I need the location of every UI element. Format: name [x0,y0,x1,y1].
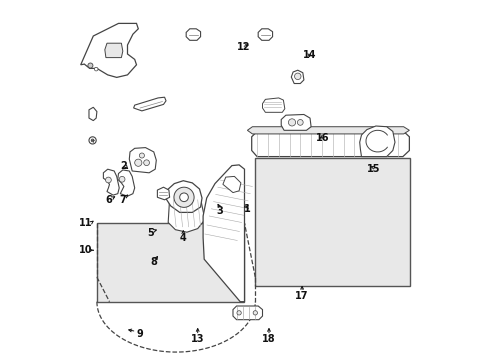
Text: 16: 16 [316,132,329,143]
Circle shape [134,159,142,166]
Circle shape [143,160,149,166]
Polygon shape [129,148,156,173]
Text: 15: 15 [366,164,379,174]
Circle shape [174,187,194,207]
Polygon shape [258,29,272,40]
Circle shape [94,67,98,71]
Polygon shape [133,97,166,111]
Polygon shape [247,127,408,134]
Text: 7: 7 [119,195,126,205]
Circle shape [88,63,93,68]
Text: 2: 2 [120,161,126,171]
Polygon shape [81,23,138,77]
Polygon shape [255,158,409,286]
Circle shape [139,153,144,158]
Text: 11: 11 [79,218,92,228]
Polygon shape [97,223,244,302]
Text: 10: 10 [79,245,92,255]
Text: 13: 13 [190,334,204,344]
Text: 5: 5 [146,228,153,238]
Text: 6: 6 [105,195,112,205]
Circle shape [91,139,94,142]
Polygon shape [118,170,134,196]
Polygon shape [168,199,204,232]
Polygon shape [262,98,284,112]
Text: 1: 1 [244,204,250,214]
Polygon shape [281,114,310,130]
Text: 9: 9 [136,329,142,339]
Polygon shape [104,43,122,58]
Polygon shape [203,165,244,302]
Circle shape [179,193,188,202]
Circle shape [288,119,295,126]
Polygon shape [186,29,200,40]
Polygon shape [223,176,241,193]
Circle shape [294,73,301,80]
Text: 12: 12 [237,42,250,52]
Polygon shape [291,70,303,84]
Circle shape [237,311,241,315]
Polygon shape [251,131,408,157]
Text: 14: 14 [302,50,315,60]
Polygon shape [157,187,169,200]
Circle shape [253,311,257,315]
Circle shape [119,176,125,182]
Circle shape [105,177,111,183]
Circle shape [89,137,96,144]
Polygon shape [89,107,97,121]
Polygon shape [232,306,262,320]
Polygon shape [103,169,119,195]
Text: 3: 3 [216,206,223,216]
Circle shape [297,120,303,125]
Text: 4: 4 [180,233,186,243]
Text: 17: 17 [295,291,308,301]
Text: 18: 18 [262,334,275,344]
Polygon shape [166,181,202,212]
Text: 8: 8 [150,257,157,267]
Polygon shape [359,126,394,157]
